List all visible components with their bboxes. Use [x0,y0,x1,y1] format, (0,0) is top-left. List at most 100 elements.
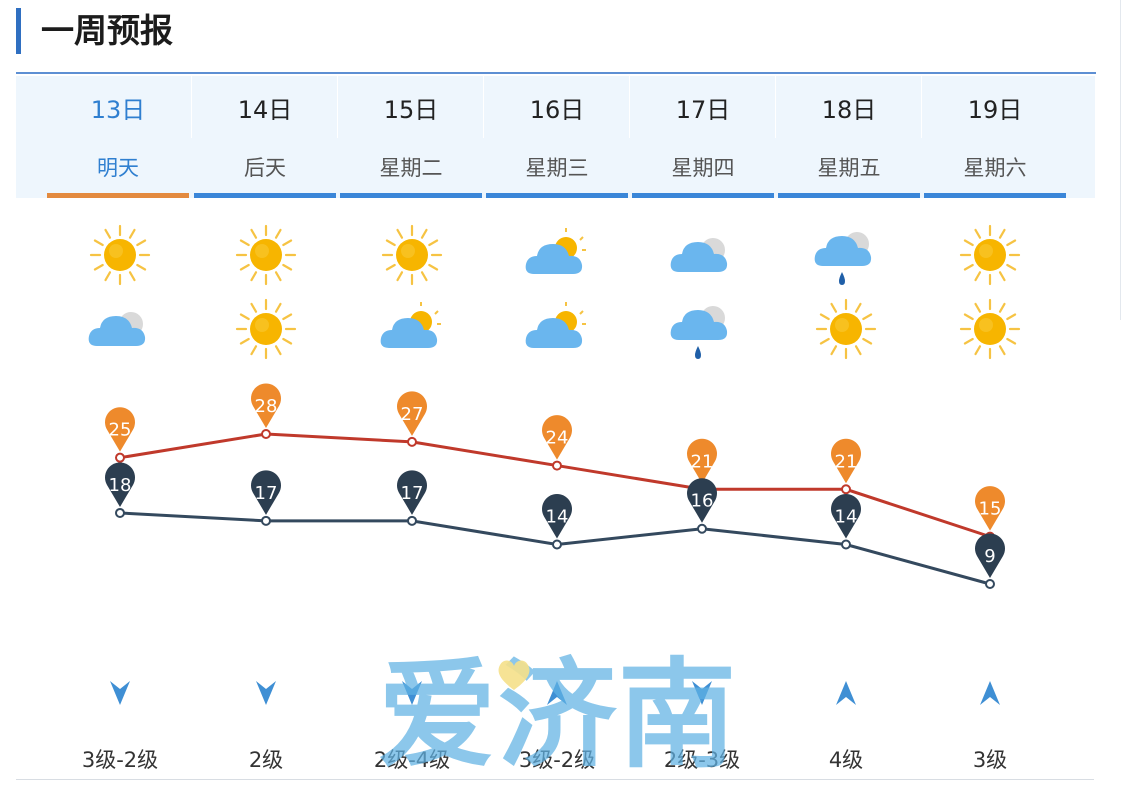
day-tab-underline [924,193,1066,198]
sun-icon [815,298,877,360]
wind-level: 2级-3级 [663,748,741,772]
day-weekday: 明天 [97,156,139,180]
wind-arrow-down-icon [110,681,130,705]
temperature-marker [687,438,717,484]
temperature-point: 9 [975,533,1005,589]
sun-icon [959,298,1021,360]
day-tab-underline [340,193,482,198]
temperature-point: 14 [831,494,862,550]
temperature-dot [261,515,271,526]
partly-cloudy-icon [525,228,586,274]
wind-level: 3级-2级 [81,748,159,772]
temperature-marker [396,391,428,436]
temperature-dot [261,429,271,439]
day-date: 15日 [383,96,439,124]
temperature-dot [841,484,851,495]
page-title: 一周预报 [41,11,173,50]
temperature-marker [975,533,1005,578]
sun-icon [959,224,1021,286]
sun-icon [381,224,443,286]
temperature-marker [251,470,281,515]
temperature-marker [831,494,862,539]
temperature-label: 17 [255,483,278,504]
temperature-label: 16 [691,491,714,512]
day-tab-2[interactable]: 14日 后天 [194,76,336,198]
tab-separator [337,76,338,138]
temperature-marker [105,407,135,452]
day-tab-5[interactable]: 17日星期四 [632,76,774,198]
temperature-label: 17 [401,483,424,504]
temperature-label: 25 [109,420,132,441]
wind-level: 3级-2级 [518,748,596,772]
day-date: 19日 [967,96,1023,124]
day-weekday: 星期二 [379,156,443,180]
temperature-point: 27 [396,391,428,447]
day-tab-7[interactable]: 19日星期六 [924,76,1066,198]
day-date: 18日 [821,96,877,124]
temperature-dot [552,460,562,471]
partly-cloudy-icon [380,302,441,348]
temperature-dot [985,579,995,589]
sun-icon [89,224,151,286]
temperature-point: 15 [975,486,1005,542]
day-tab-3[interactable]: 15日星期二 [340,76,482,198]
cloudy-icon [670,238,728,272]
temperature-point: 14 [542,494,573,550]
wind-level: 3级 [972,748,1008,772]
wind-arrow-down-icon [256,681,276,705]
section-title: 一周预报 [16,8,173,54]
temperature-point: 28 [251,383,281,439]
temperature-point: 17 [251,470,281,526]
rain-icon [814,232,872,285]
day-tab-4[interactable]: 16日 星期三 [486,76,628,198]
day-weekday: 星期四 [671,156,735,180]
temperature-dot [115,452,125,463]
temperature-marker [687,478,718,523]
day-tab-underline [632,193,774,198]
temperature-label: 21 [691,451,714,472]
temperature-label: 24 [546,428,569,449]
wind-level: 2级 [248,748,284,772]
temperature-dot [697,523,707,534]
temperature-dot [407,436,417,447]
tab-separator [629,76,630,138]
bottom-divider [16,779,1094,780]
temperature-label: 27 [401,404,424,425]
heart-icon [498,660,530,690]
temperature-point: 25 [105,407,135,463]
wind-arrow-up-icon [980,681,1000,705]
day-tab-6[interactable]: 18日星期五 [778,76,920,198]
temperature-label: 14 [546,507,569,528]
tab-separator [191,76,192,138]
day-weekday: 星期五 [817,156,881,180]
sun-icon [235,298,297,360]
temperature-label: 14 [835,507,858,528]
tab-separator [483,76,484,138]
temperature-chart: 25 28 27 24 21 21 15 18 17 17 14 16 14 9 [105,383,1005,589]
wind-arrow-up-icon [836,681,856,705]
day-weekday: 星期三 [525,156,589,180]
temperature-marker [105,462,135,507]
temperature-marker [396,470,428,515]
wind-level: 2级-4级 [373,748,451,772]
watermark-logo: 爱济南 [378,646,739,784]
temperature-marker [542,494,573,539]
temperature-dot [552,539,562,550]
wind-level: 4级 [828,748,864,772]
day-date: 14日 [237,96,293,124]
wind-arrow-up-icon [547,681,567,705]
temperature-point: 21 [830,438,861,495]
temperature-dot [841,539,851,550]
day-weekday: 星期六 [963,156,1027,180]
tab-separator [775,76,776,138]
temperature-label: 21 [835,451,858,472]
day-tab-1[interactable]: 13日 明天 [47,76,189,198]
temperature-marker [542,415,572,460]
day-date: 17日 [675,96,731,124]
temperature-dot [407,515,417,526]
temperature-label: 9 [984,546,995,567]
day-tab-underline [778,193,920,198]
temperature-label: 18 [109,475,132,496]
temperature-point: 17 [396,470,428,526]
day-tab-underline [47,193,189,198]
